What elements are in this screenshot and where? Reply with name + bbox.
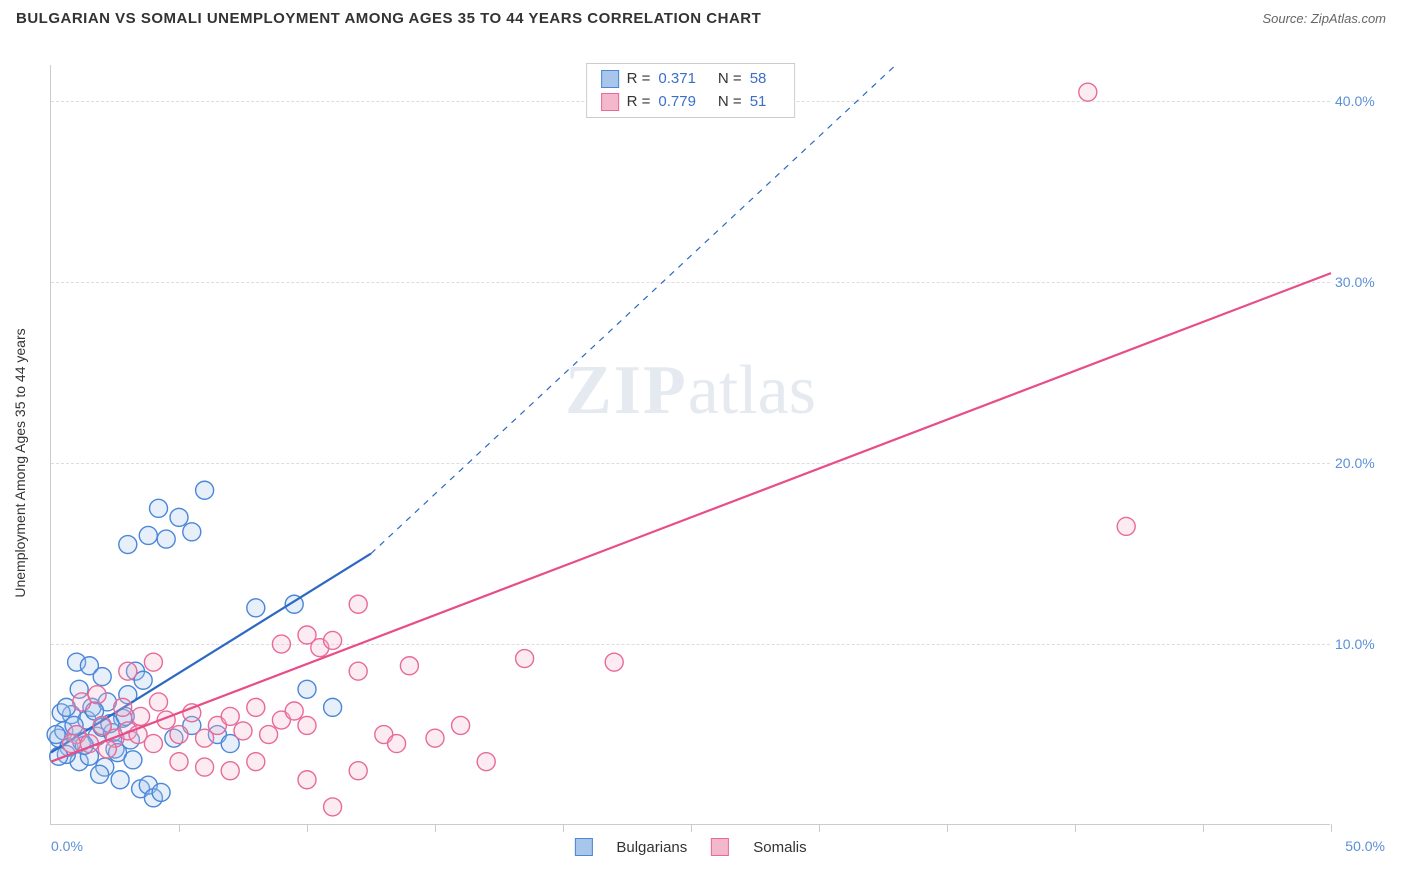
plot-area: ZIPatlas 10.0%20.0%30.0%40.0% 0.0% 50.0%…	[50, 65, 1330, 825]
data-point	[170, 508, 188, 526]
data-point	[221, 707, 239, 725]
data-point	[170, 726, 188, 744]
data-point	[221, 762, 239, 780]
n-value-1: 51	[750, 91, 767, 114]
legend-swatch-somalis	[711, 838, 729, 856]
correlation-stats-box: R = 0.371 N = 58 R = 0.779 N = 51	[586, 63, 796, 118]
data-point	[119, 536, 137, 554]
data-point	[426, 729, 444, 747]
x-tick	[1203, 824, 1204, 832]
header: BULGARIAN VS SOMALI UNEMPLOYMENT AMONG A…	[0, 0, 1406, 35]
data-point	[91, 765, 109, 783]
x-tick	[435, 824, 436, 832]
r-label-1: R =	[627, 91, 651, 114]
swatch-somalis	[601, 93, 619, 111]
data-point	[139, 526, 157, 544]
swatch-bulgarians	[601, 70, 619, 88]
x-tick	[307, 824, 308, 832]
data-point	[247, 599, 265, 617]
data-point	[157, 530, 175, 548]
data-point	[298, 716, 316, 734]
data-point	[1079, 83, 1097, 101]
x-tick-label-min: 0.0%	[51, 838, 83, 854]
data-point	[298, 771, 316, 789]
data-point	[516, 650, 534, 668]
data-point	[150, 693, 168, 711]
data-point	[111, 771, 129, 789]
data-point	[1117, 517, 1135, 535]
y-axis-label: Unemployment Among Ages 35 to 44 years	[12, 328, 28, 597]
chart-title: BULGARIAN VS SOMALI UNEMPLOYMENT AMONG A…	[16, 10, 761, 27]
x-tick	[179, 824, 180, 832]
data-point	[170, 753, 188, 771]
legend-label-somalis: Somalis	[753, 839, 806, 856]
legend-label-bulgarians: Bulgarians	[616, 839, 687, 856]
data-point	[144, 653, 162, 671]
data-point	[62, 735, 80, 753]
data-point	[247, 753, 265, 771]
data-point	[150, 499, 168, 517]
y-tick-label: 40.0%	[1335, 93, 1390, 109]
y-tick-label: 30.0%	[1335, 274, 1390, 290]
n-value-0: 58	[750, 68, 767, 91]
source-attribution: Source: ZipAtlas.com	[1262, 11, 1386, 26]
data-point	[388, 735, 406, 753]
data-point	[349, 762, 367, 780]
stats-row-somalis: R = 0.779 N = 51	[601, 91, 781, 114]
data-point	[234, 722, 252, 740]
data-point	[88, 686, 106, 704]
x-tick	[691, 824, 692, 832]
data-point	[152, 783, 170, 801]
data-point	[93, 668, 111, 686]
y-tick-label: 10.0%	[1335, 636, 1390, 652]
data-point	[114, 698, 132, 716]
data-point	[324, 798, 342, 816]
r-value-1: 0.779	[658, 91, 696, 114]
x-tick	[1075, 824, 1076, 832]
stats-row-bulgarians: R = 0.371 N = 58	[601, 68, 781, 91]
data-point	[452, 716, 470, 734]
data-point	[247, 698, 265, 716]
data-point	[196, 758, 214, 776]
data-point	[477, 753, 495, 771]
r-label-0: R =	[627, 68, 651, 91]
n-label-0: N =	[718, 68, 742, 91]
data-point	[196, 481, 214, 499]
data-point	[124, 751, 142, 769]
data-point	[349, 662, 367, 680]
data-point	[400, 657, 418, 675]
data-point	[260, 726, 278, 744]
x-tick	[819, 824, 820, 832]
data-point	[285, 702, 303, 720]
x-tick	[947, 824, 948, 832]
x-tick	[563, 824, 564, 832]
data-point	[132, 707, 150, 725]
data-point	[183, 523, 201, 541]
r-value-0: 0.371	[658, 68, 696, 91]
trend-line-extrapolated	[371, 65, 896, 554]
x-tick	[1331, 824, 1332, 832]
x-tick-label-max: 50.0%	[1345, 838, 1385, 854]
chart-container: Unemployment Among Ages 35 to 44 years Z…	[50, 45, 1390, 865]
legend: Bulgarians Somalis	[574, 838, 806, 856]
data-point	[349, 595, 367, 613]
data-point	[272, 635, 290, 653]
legend-swatch-bulgarians	[574, 838, 592, 856]
data-point	[298, 680, 316, 698]
trend-line	[51, 273, 1331, 762]
data-point	[324, 698, 342, 716]
y-tick-label: 20.0%	[1335, 455, 1390, 471]
data-point	[324, 631, 342, 649]
data-point	[605, 653, 623, 671]
scatter-plot-svg	[51, 65, 1330, 824]
data-point	[119, 662, 137, 680]
n-label-1: N =	[718, 91, 742, 114]
